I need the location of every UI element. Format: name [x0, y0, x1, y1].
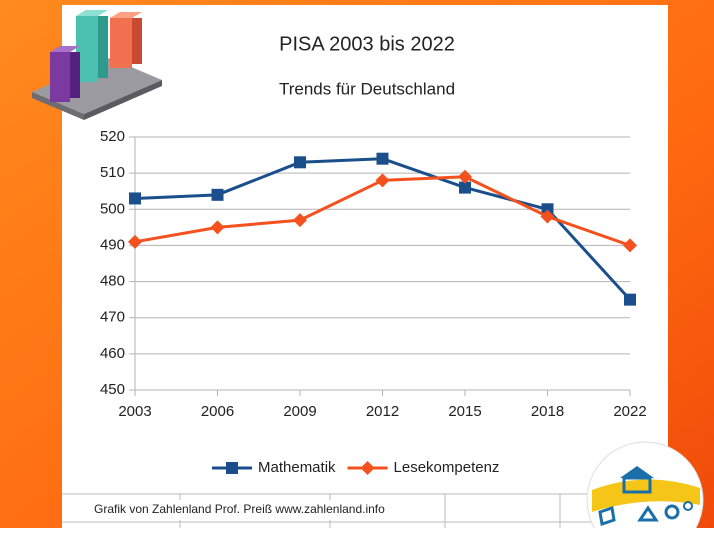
legend-label: Mathematik: [258, 459, 336, 476]
y-tick-label: 450: [100, 381, 125, 398]
y-tick-label: 460: [100, 345, 125, 362]
legend-label: Lesekompetenz: [394, 459, 500, 476]
y-tick-label: 500: [100, 200, 125, 217]
legend-marker: [226, 462, 238, 474]
x-tick-label: 2003: [118, 403, 151, 420]
chart-title: PISA 2003 bis 2022: [279, 33, 455, 55]
x-tick-label: 2012: [366, 403, 399, 420]
y-tick-label: 470: [100, 309, 125, 326]
y-tick-label: 490: [100, 236, 125, 253]
y-tick-label: 480: [100, 273, 125, 290]
x-tick-label: 2015: [448, 403, 481, 420]
y-tick-label: 510: [100, 164, 125, 181]
x-tick-label: 2018: [531, 403, 564, 420]
point: [624, 294, 636, 306]
point: [377, 153, 389, 165]
x-tick-label: 2006: [201, 403, 234, 420]
source-note: Grafik von Zahlenland Prof. Preiß www.za…: [94, 502, 385, 516]
chart: PISA 2003 bis 2022 Trends für Deutschlan…: [0, 0, 714, 528]
x-tick-label: 2022: [613, 403, 646, 420]
y-tick-label: 520: [100, 128, 125, 145]
point: [294, 156, 306, 168]
point: [129, 192, 141, 204]
point: [212, 189, 224, 201]
chart-subtitle: Trends für Deutschland: [279, 79, 455, 98]
x-tick-label: 2009: [283, 403, 316, 420]
